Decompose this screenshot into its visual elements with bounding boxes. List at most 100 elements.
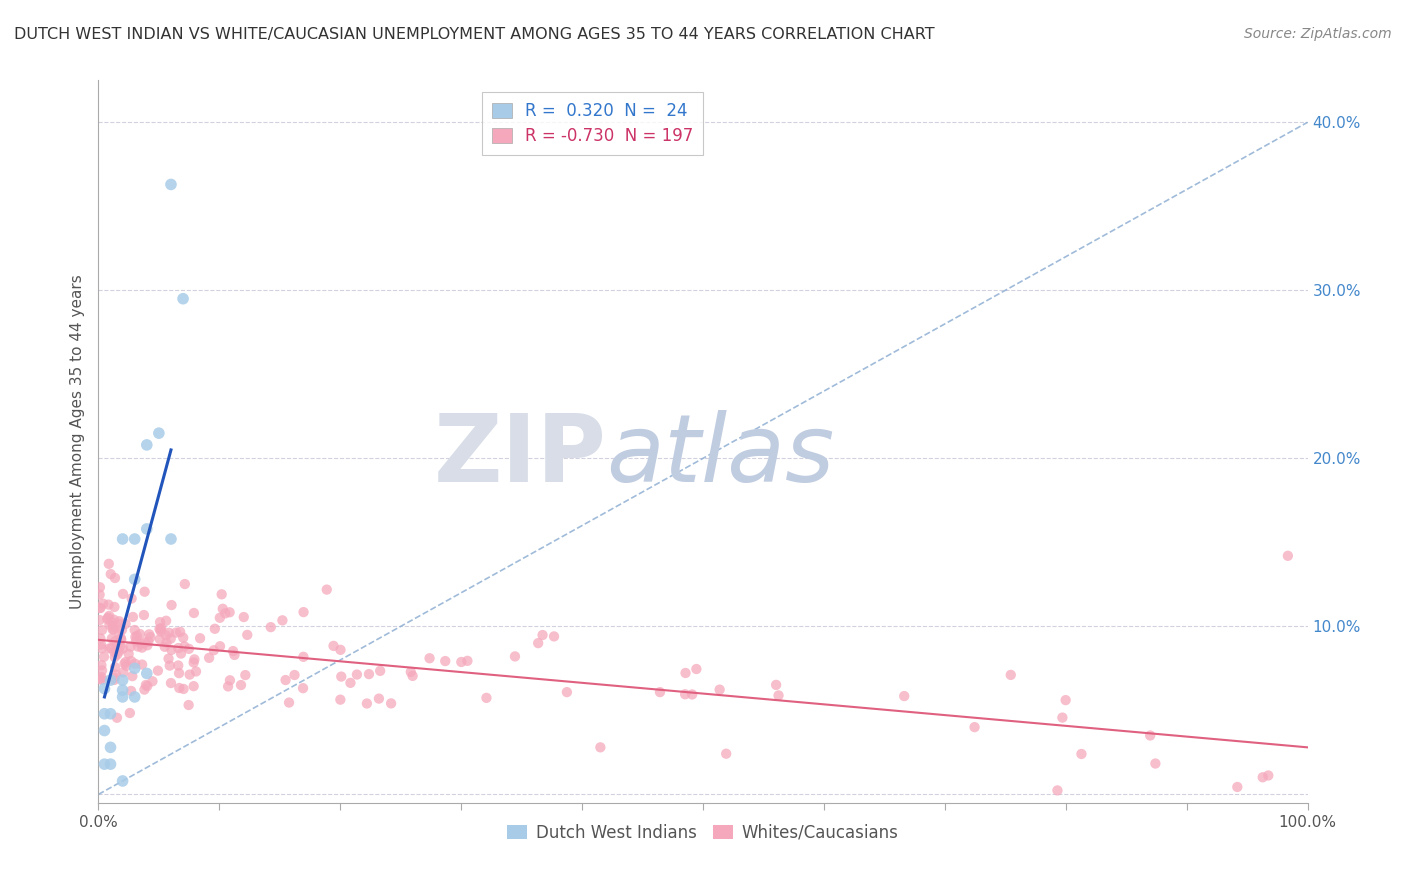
Point	[105, 637, 128, 651]
Point	[329, 643, 352, 657]
Point	[503, 649, 526, 664]
Point	[224, 648, 246, 662]
Point	[149, 632, 172, 647]
Point	[648, 685, 671, 699]
Point	[368, 691, 391, 706]
Point	[89, 601, 111, 615]
Point	[271, 613, 294, 627]
Point	[115, 658, 138, 673]
Point	[399, 665, 422, 679]
Point	[131, 657, 153, 672]
Point	[97, 598, 120, 612]
Point	[155, 614, 177, 628]
Point	[183, 656, 205, 670]
Point	[1144, 756, 1167, 771]
Point	[135, 678, 157, 692]
Point	[357, 667, 380, 681]
Point	[292, 605, 315, 619]
Point	[183, 606, 205, 620]
Point	[157, 625, 180, 640]
Point	[155, 635, 177, 649]
Point	[111, 673, 134, 687]
Point	[1139, 729, 1161, 743]
Point	[89, 588, 111, 602]
Point	[380, 697, 402, 711]
Point	[118, 647, 141, 661]
Point	[589, 740, 612, 755]
Point	[90, 670, 112, 684]
Point	[169, 681, 191, 695]
Point	[146, 664, 169, 678]
Point	[211, 602, 233, 616]
Point	[114, 655, 136, 669]
Point	[434, 654, 457, 668]
Point	[124, 690, 146, 704]
Point	[159, 632, 181, 646]
Point	[160, 178, 183, 192]
Point	[1052, 710, 1074, 724]
Point	[214, 607, 236, 621]
Point	[111, 683, 134, 698]
Point	[169, 624, 191, 639]
Point	[329, 692, 352, 706]
Point	[127, 640, 149, 654]
Point	[292, 649, 315, 664]
Point	[198, 651, 221, 665]
Point	[139, 630, 162, 644]
Point	[111, 532, 134, 546]
Point	[768, 689, 790, 703]
Point	[188, 632, 211, 646]
Text: DUTCH WEST INDIAN VS WHITE/CAUCASIAN UNEMPLOYMENT AMONG AGES 35 TO 44 YEARS CORR: DUTCH WEST INDIAN VS WHITE/CAUCASIAN UNE…	[14, 27, 935, 42]
Point	[527, 636, 550, 650]
Point	[93, 706, 115, 721]
Point	[93, 757, 115, 772]
Point	[98, 608, 121, 623]
Point	[136, 638, 159, 652]
Point	[98, 617, 121, 632]
Point	[131, 640, 153, 655]
Point	[134, 682, 156, 697]
Point	[112, 665, 135, 680]
Point	[120, 654, 142, 668]
Point	[339, 676, 361, 690]
Point	[150, 621, 173, 635]
Point	[93, 681, 115, 696]
Point	[104, 634, 127, 648]
Point	[108, 640, 131, 654]
Point	[681, 688, 703, 702]
Point	[121, 669, 143, 683]
Point	[165, 625, 187, 640]
Point	[98, 641, 121, 656]
Point	[149, 622, 172, 636]
Point	[356, 697, 378, 711]
Point	[167, 641, 190, 656]
Point	[91, 673, 114, 687]
Point	[177, 698, 200, 712]
Point	[90, 641, 112, 656]
Point	[105, 711, 128, 725]
Point	[114, 616, 136, 631]
Point	[160, 643, 183, 657]
Point	[1277, 549, 1299, 563]
Point	[103, 645, 125, 659]
Point	[149, 624, 172, 639]
Point	[134, 635, 156, 649]
Point	[543, 629, 565, 643]
Point	[673, 687, 696, 701]
Point	[111, 690, 134, 704]
Point	[555, 685, 578, 699]
Point	[148, 426, 170, 441]
Point	[159, 658, 181, 673]
Point	[141, 674, 163, 689]
Point	[129, 637, 152, 651]
Point	[346, 667, 368, 681]
Point	[202, 643, 225, 657]
Point	[124, 532, 146, 546]
Point	[475, 690, 498, 705]
Point	[111, 623, 134, 637]
Point	[108, 644, 131, 658]
Point	[229, 678, 252, 692]
Point	[149, 615, 172, 630]
Legend: Dutch West Indians, Whites/Caucasians: Dutch West Indians, Whites/Caucasians	[501, 817, 905, 848]
Point	[100, 567, 122, 582]
